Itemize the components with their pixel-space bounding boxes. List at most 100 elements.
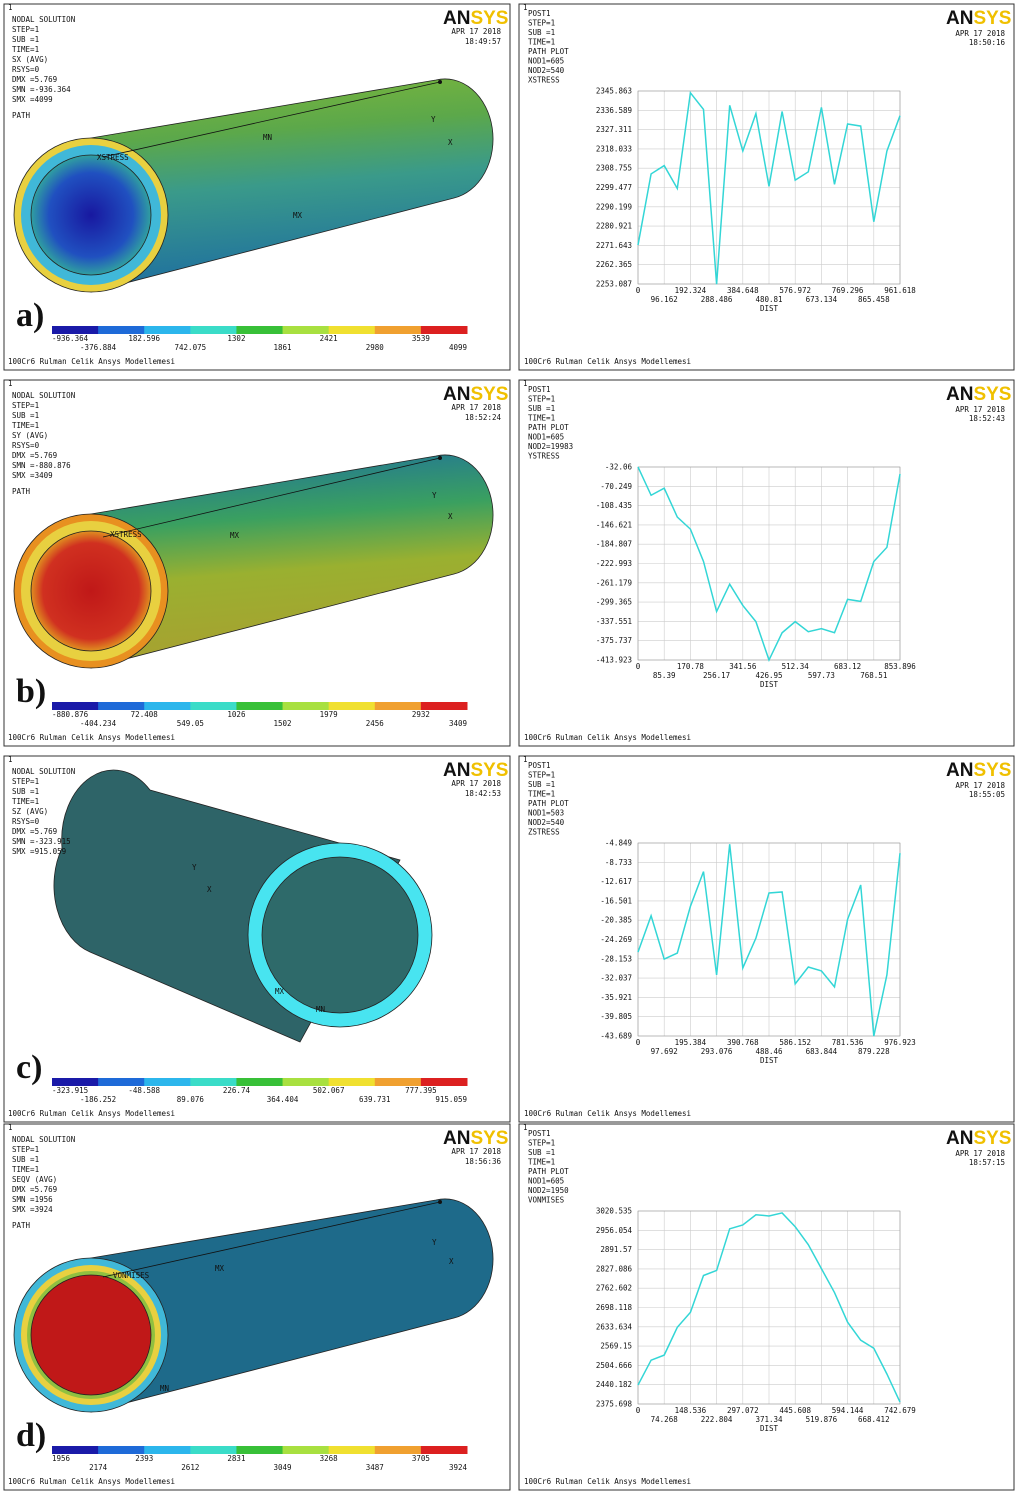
- info-line: NOD2=540: [528, 818, 565, 827]
- footer: 100Cr6 Rulman Celik Ansys Modellemesi: [8, 1477, 175, 1486]
- info-line: SZ (AVG): [12, 807, 48, 816]
- x-tick-label: 781.536: [832, 1038, 864, 1047]
- logo-part: SYS: [470, 1128, 508, 1149]
- footer: 100Cr6 Rulman Celik Ansys Modellemesi: [8, 357, 175, 366]
- colorbar-label: -48.588: [128, 1086, 160, 1095]
- colorbar-label: 364.404: [267, 1095, 299, 1104]
- info-line: SMX =4099: [12, 95, 53, 104]
- colorbar-segment: [52, 1078, 99, 1086]
- colorbar-label: 89.076: [177, 1095, 205, 1104]
- x-tick-label: 576.972: [779, 286, 811, 295]
- colorbar-segment: [420, 702, 468, 710]
- colorbar-segment: [282, 1446, 330, 1454]
- x-tick-label: 961.618: [884, 286, 916, 295]
- colorbar-segment: [420, 1078, 468, 1086]
- colorbar-segment: [52, 1446, 99, 1454]
- info-line: STEP=1: [12, 777, 39, 786]
- info-line: SMN =1956: [12, 1195, 53, 1204]
- colorbar-segment: [282, 326, 330, 334]
- colorbar-label: 3409: [449, 719, 467, 728]
- y-tick-label: 2327.311: [596, 125, 632, 134]
- x-tick-label: 742.679: [884, 1406, 916, 1415]
- info-line: STEP=1: [528, 1139, 555, 1148]
- y-tick-label: 2827.086: [596, 1264, 633, 1273]
- info-line: TIME=1: [12, 1165, 39, 1174]
- info-line: NOD2=19983: [528, 442, 573, 451]
- colorbar-label: -186.252: [80, 1095, 116, 1104]
- logo-part: AN: [946, 1128, 973, 1149]
- date: APR 17 2018: [955, 29, 1005, 38]
- info-line: STEP=1: [12, 25, 39, 34]
- info-line: SY (AVG): [12, 431, 48, 440]
- colorbar-segment: [98, 702, 145, 710]
- colorbar-segment: [98, 1078, 145, 1086]
- plot-tag: X: [448, 138, 453, 147]
- x-tick-label: 0: [636, 662, 641, 671]
- logo-part: SYS: [470, 8, 508, 29]
- info-line: NOD2=540: [528, 66, 565, 75]
- y-tick-label: 2290.199: [596, 202, 632, 211]
- plot-tag: MX: [215, 1264, 225, 1273]
- plot-tag: XSTRESS: [110, 530, 142, 539]
- x-tick-label: 195.384: [675, 1038, 707, 1047]
- x-tick-label: 371.34: [755, 1415, 783, 1424]
- logo-part: AN: [443, 760, 470, 781]
- colorbar-label: 2456: [366, 719, 385, 728]
- info-line: NODAL SOLUTION: [12, 1135, 75, 1144]
- date: APR 17 2018: [451, 27, 501, 36]
- x-axis-label: DIST: [760, 680, 779, 689]
- y-tick-label: 2318.033: [596, 144, 632, 153]
- colorbar-segment: [52, 326, 99, 334]
- path-label: PATH: [12, 1221, 31, 1230]
- colorbar-label: 72.408: [131, 710, 159, 719]
- info-line: SEQV (AVG): [12, 1175, 57, 1184]
- time: 18:56:36: [465, 1157, 502, 1166]
- x-tick-label: 594.144: [832, 1406, 864, 1415]
- colorbar-segment: [328, 1446, 376, 1454]
- plot-tag: Y: [432, 1238, 437, 1247]
- colorbar-label: 3924: [449, 1463, 468, 1472]
- plot-tag: Y: [192, 863, 197, 872]
- x-tick-label: 384.648: [727, 286, 759, 295]
- y-tick-label: -184.807: [596, 540, 632, 549]
- window-number: 1: [8, 755, 13, 764]
- info-line: TIME=1: [12, 797, 39, 806]
- x-tick-label: 488.46: [755, 1047, 783, 1056]
- colorbar-segment: [236, 326, 284, 334]
- time: 18:57:15: [969, 1158, 1005, 1167]
- window-number: 1: [523, 3, 528, 12]
- x-tick-label: 519.876: [806, 1415, 838, 1424]
- x-tick-label: 192.324: [675, 286, 707, 295]
- logo-part: SYS: [973, 8, 1011, 29]
- x-tick-label: 341.56: [729, 662, 757, 671]
- colorbar-label: 2421: [320, 334, 338, 343]
- y-tick-label: -70.249: [600, 482, 632, 491]
- logo-part: AN: [443, 384, 470, 405]
- info-line: DMX =5.769: [12, 451, 57, 460]
- colorbar-segment: [236, 702, 284, 710]
- colorbar-segment: [190, 326, 237, 334]
- y-tick-label: 2280.921: [596, 222, 632, 231]
- time: 18:52:24: [465, 413, 502, 422]
- y-tick-label: 2262.365: [596, 260, 632, 269]
- colorbar-segment: [190, 1446, 237, 1454]
- info-line: PATH PLOT: [528, 1167, 569, 1176]
- logo: ANSYS: [946, 1128, 1011, 1149]
- y-tick-label: -32.06: [605, 463, 633, 472]
- footer: 100Cr6 Rulman Celik Ansys Modellemesi: [8, 1109, 175, 1118]
- plot-tag: MN: [316, 1005, 325, 1014]
- colorbar-label: 3539: [412, 334, 430, 343]
- y-tick-label: -20.385: [600, 916, 632, 925]
- time: 18:55:05: [969, 790, 1005, 799]
- colorbar-label: 3705: [412, 1454, 430, 1463]
- logo-part: AN: [946, 8, 973, 29]
- y-tick-label: 3020.535: [596, 1207, 632, 1216]
- info-line: DMX =5.769: [12, 75, 57, 84]
- info-line: NOD1=605: [528, 433, 564, 442]
- x-tick-label: 74.268: [651, 1415, 679, 1424]
- colorbar-label: 1956: [52, 1454, 71, 1463]
- colorbar-segment: [374, 1446, 422, 1454]
- date: APR 17 2018: [955, 781, 1005, 790]
- colorbar-segment: [420, 326, 468, 334]
- y-tick-label: -108.435: [596, 501, 632, 510]
